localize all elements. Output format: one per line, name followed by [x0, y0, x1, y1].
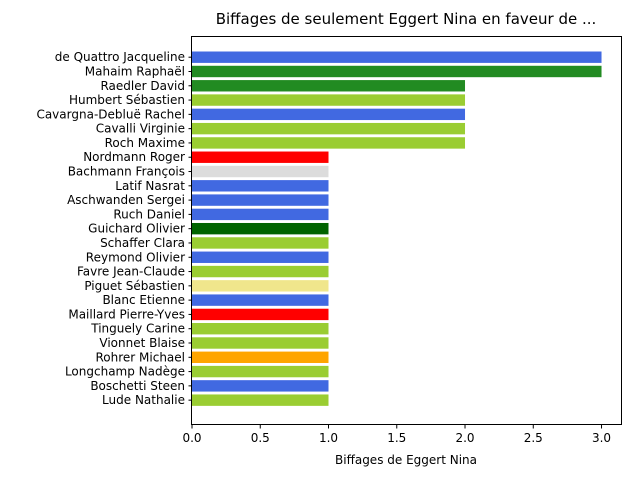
- x-tick-label: 3.0: [592, 431, 611, 445]
- category-label: Bachmann François: [68, 165, 185, 179]
- x-axis: 0.0 0.5 1.0 1.5 2.0 2.5 3.0: [182, 425, 611, 445]
- x-tick-label: 1.0: [319, 431, 338, 445]
- category-label: Ruch Daniel: [113, 207, 185, 221]
- bar: [192, 237, 329, 249]
- category-label: de Quattro Jacqueline: [55, 50, 185, 64]
- bar: [192, 337, 329, 349]
- category-label: Mahaim Raphaël: [85, 64, 185, 78]
- bar: [192, 394, 329, 406]
- bars-layer: [192, 51, 602, 406]
- bar: [192, 194, 329, 206]
- category-label: Piguet Sébastien: [84, 279, 185, 293]
- category-label: Boschetti Steen: [90, 379, 185, 393]
- bar: [192, 151, 329, 163]
- category-label: Aschwanden Sergei: [67, 193, 185, 207]
- bar: [192, 365, 329, 378]
- category-label: Favre Jean-Claude: [77, 265, 185, 279]
- category-label: Cavalli Virginie: [96, 122, 185, 136]
- x-tick-label: 2.0: [455, 431, 474, 445]
- category-label: Lude Nathalie: [102, 393, 185, 407]
- bar: [192, 280, 329, 292]
- bar: [192, 380, 329, 392]
- category-label: Vionnet Blaise: [99, 336, 185, 350]
- bar: [192, 180, 329, 192]
- bar: [192, 80, 466, 92]
- category-label: Reymond Olivier: [86, 250, 185, 264]
- bar: [192, 94, 466, 106]
- bar: [192, 51, 602, 63]
- category-label: Cavargna-Debluë Rachel: [36, 107, 185, 121]
- bar: [192, 323, 329, 335]
- category-label: Rohrer Michael: [95, 350, 185, 364]
- x-tick-label: 1.5: [387, 431, 406, 445]
- category-label: Roch Maxime: [105, 136, 185, 150]
- x-tick-label: 0.0: [182, 431, 201, 445]
- category-label: Schaffer Clara: [100, 236, 185, 250]
- bar: [192, 265, 329, 278]
- bar: [192, 137, 466, 149]
- bar: [192, 165, 329, 178]
- plot-frame: [191, 36, 622, 425]
- category-label: Latif Nasrat: [115, 179, 185, 193]
- x-axis-label: Biffages de Eggert Nina: [335, 453, 477, 467]
- x-tick-label: 2.5: [524, 431, 543, 445]
- bar: [192, 108, 466, 121]
- bar: [192, 251, 329, 263]
- bar: [192, 65, 602, 78]
- category-label: Guichard Olivier: [88, 222, 185, 236]
- chart-title: Biffages de seulement Eggert Nina en fav…: [216, 10, 597, 28]
- bar: [192, 222, 329, 235]
- bar: [192, 122, 466, 135]
- category-label: Blanc Etienne: [102, 293, 185, 307]
- category-label: Tinguely Carine: [90, 322, 185, 336]
- bar: [192, 351, 329, 363]
- category-label: Maillard Pierre-Yves: [68, 307, 185, 321]
- x-tick-label: 0.5: [251, 431, 270, 445]
- category-label: Humbert Sébastien: [69, 93, 185, 107]
- category-label: Nordmann Roger: [83, 150, 185, 164]
- category-label: Longchamp Nadège: [65, 365, 185, 379]
- bar: [192, 308, 329, 321]
- category-label: Raedler David: [100, 79, 185, 93]
- bar: [192, 294, 329, 306]
- bar: [192, 208, 329, 221]
